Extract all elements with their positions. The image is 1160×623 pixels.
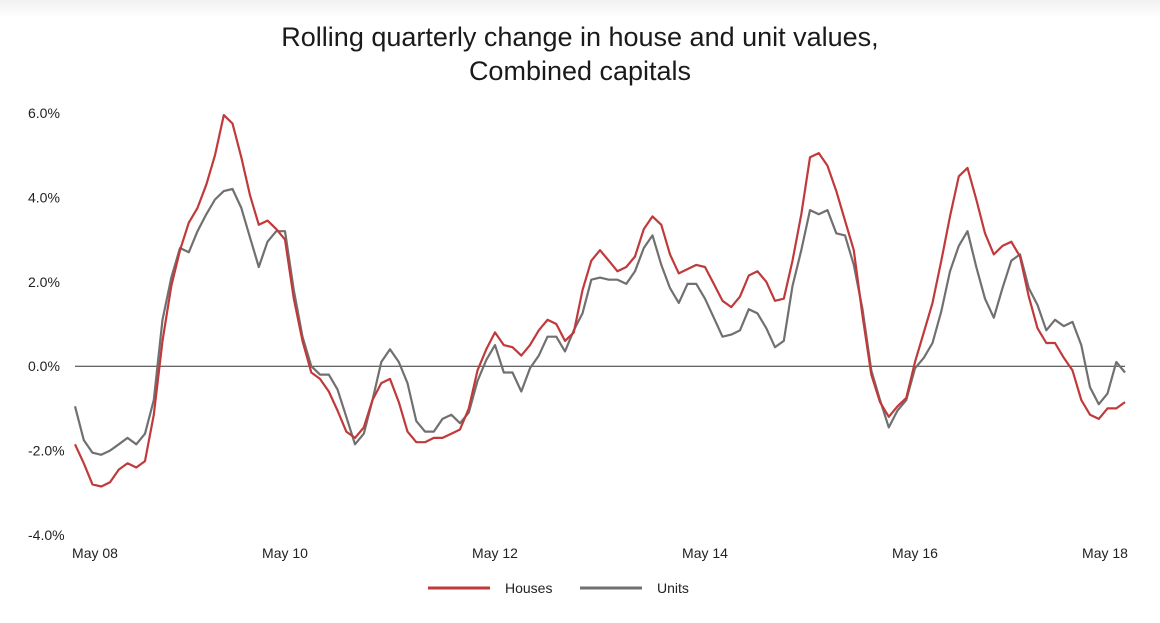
y-tick-label: -4.0% <box>28 527 65 543</box>
x-tick-label: May 16 <box>892 545 938 561</box>
x-tick-label: May 14 <box>682 545 728 561</box>
y-tick-label: -2.0% <box>28 443 65 459</box>
y-tick-label: 4.0% <box>28 189 60 205</box>
x-tick-label: May 12 <box>472 545 518 561</box>
legend-label-units: Units <box>657 580 689 596</box>
y-tick-label: 2.0% <box>28 274 60 290</box>
chart-subtitle: Combined capitals <box>468 56 692 86</box>
series-line-houses <box>74 113 1126 488</box>
x-tick-label: May 10 <box>262 545 308 561</box>
x-tick-label: May 08 <box>72 545 118 561</box>
series-line-units <box>73 187 1126 456</box>
legend-label-houses: Houses <box>505 580 552 596</box>
y-tick-label: 0.0% <box>28 358 60 374</box>
y-tick-label: 6.0% <box>28 105 60 121</box>
chart-title: Rolling quarterly change in house and un… <box>0 20 1160 88</box>
x-tick-label: May 18 <box>1082 545 1128 561</box>
chart-title-line1: Rolling quarterly change in house and un… <box>281 22 879 52</box>
